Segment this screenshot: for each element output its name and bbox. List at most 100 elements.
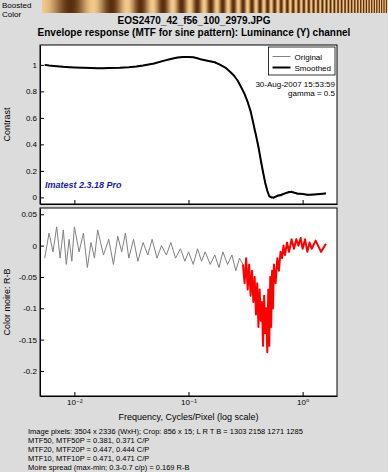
strip-band (312, 0, 313, 13)
annotation: gamma = 0.5 (288, 89, 335, 98)
strip-band (218, 0, 219, 13)
strip-band (361, 0, 362, 13)
strip-band (222, 0, 223, 13)
strip-band (133, 0, 134, 13)
strip-band (349, 0, 350, 13)
series-line (45, 57, 326, 199)
strip-band (94, 0, 95, 13)
strip-band (45, 0, 46, 13)
strip-band (317, 0, 318, 13)
strip-band (311, 0, 312, 13)
strip-band (277, 0, 278, 13)
x-tick: 10⁰ (297, 392, 309, 407)
strip-band (336, 0, 337, 13)
strip-band (383, 0, 384, 13)
strip-band (66, 0, 67, 13)
tick-label: 0.8 (26, 87, 38, 96)
y-tick: 0.2 (26, 167, 44, 176)
strip-band (157, 0, 158, 13)
strip-band (252, 0, 253, 13)
series-group (45, 227, 326, 352)
strip-band (212, 0, 213, 13)
strip-band (232, 0, 233, 13)
strip-band (144, 0, 145, 13)
strip-band (165, 0, 166, 13)
strip-band (79, 0, 80, 13)
y-axis-title: Color moire: R-B (2, 268, 12, 335)
strip-band (246, 0, 247, 13)
strip-band (305, 0, 306, 13)
tick-label: 0.6 (26, 114, 38, 123)
strip-band (80, 0, 81, 13)
strip-band (198, 0, 199, 13)
strip-band (213, 0, 214, 13)
strip-band (358, 0, 359, 13)
strip-band (248, 0, 249, 13)
y-tick: -0.15 (19, 336, 44, 345)
strip-band (283, 0, 284, 13)
strip-band (337, 0, 338, 13)
y-tick: 0.6 (26, 114, 44, 123)
strip-band (226, 0, 227, 13)
strip-band (269, 0, 270, 13)
strip-band (327, 0, 328, 13)
strip-band (91, 0, 92, 13)
tick-mark (40, 91, 44, 92)
strip-band (68, 0, 69, 13)
strip-band (369, 0, 370, 13)
strip-band (148, 0, 149, 13)
strip-band (376, 0, 377, 13)
strip-band (85, 0, 86, 13)
strip-band (225, 0, 226, 13)
strip-band (354, 0, 355, 13)
strip-band (202, 0, 203, 13)
annotation: 30-Aug-2007 15:53:59 (255, 80, 335, 89)
strip-band (261, 0, 262, 13)
strip-band (223, 0, 224, 13)
strip-band (164, 0, 165, 13)
strip-band (125, 0, 126, 13)
tick-mark (303, 392, 304, 396)
plot: 10⁻²10⁻¹10⁰-0.2-0.15-0.1-0.0500.05 (19, 208, 338, 407)
strip-band (174, 0, 175, 13)
strip-band (96, 0, 97, 13)
strip-band (122, 0, 123, 13)
strip-band (71, 0, 72, 13)
strip-band (90, 0, 91, 13)
strip-band (57, 0, 58, 13)
strip-band (353, 0, 354, 13)
strip-band (284, 0, 285, 13)
strip-band (309, 0, 310, 13)
strip-band (102, 0, 103, 13)
strip-band (281, 0, 282, 13)
legend-box (269, 47, 335, 75)
tick-mark (40, 144, 44, 145)
strip-band (50, 0, 51, 13)
strip-band (348, 0, 349, 13)
strip-band (107, 0, 108, 13)
figure: EOS2470_42_f56_100_2979.JPGEnvelope resp… (0, 0, 388, 472)
strip-band (54, 0, 55, 13)
strip-band (385, 0, 386, 13)
tick-mark (40, 246, 44, 247)
strip-band (189, 0, 190, 13)
strip-band (271, 0, 272, 13)
strip-band (264, 0, 265, 13)
strip-band (273, 0, 274, 13)
strip-band (367, 0, 368, 13)
strip-band (46, 0, 47, 13)
strip-band (210, 0, 211, 13)
tick-mark (74, 392, 75, 396)
strip-band (110, 0, 111, 13)
plot-frame (40, 45, 337, 204)
strip-band (297, 0, 298, 13)
strip-band (59, 0, 60, 13)
chart-title: EOS2470_42_f56_100_2979.JPG (118, 15, 271, 26)
strip-band (201, 0, 202, 13)
strip-band (184, 0, 185, 13)
strip-band (171, 0, 172, 13)
strip-band (214, 0, 215, 13)
strip-band (98, 0, 99, 13)
strip-band (200, 0, 201, 13)
strip-band (304, 0, 305, 13)
